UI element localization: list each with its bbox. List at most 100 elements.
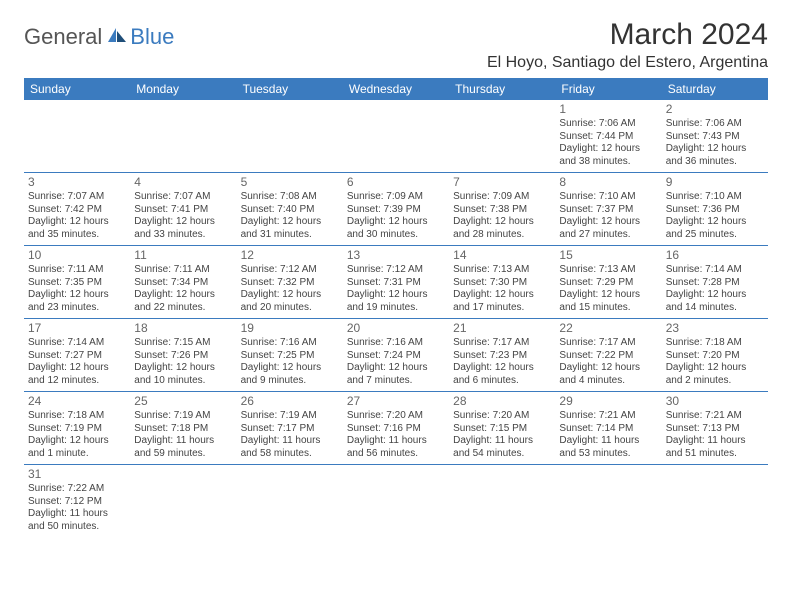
day-cell: 2Sunrise: 7:06 AMSunset: 7:43 PMDaylight… [662, 100, 768, 172]
day-cell: 13Sunrise: 7:12 AMSunset: 7:31 PMDayligh… [343, 246, 449, 318]
day-number: 7 [453, 175, 551, 190]
day-number: 11 [134, 248, 232, 263]
day-detail: Daylight: 12 hours [666, 362, 764, 375]
day-cell [237, 100, 343, 172]
day-detail: Daylight: 12 hours [453, 362, 551, 375]
title-block: March 2024 El Hoyo, Santiago del Estero,… [487, 18, 768, 72]
week-row: 1Sunrise: 7:06 AMSunset: 7:44 PMDaylight… [24, 100, 768, 173]
day-detail: Daylight: 11 hours [28, 508, 126, 521]
day-detail: Daylight: 12 hours [347, 216, 445, 229]
day-detail: and 7 minutes. [347, 375, 445, 388]
weekday-header: Wednesday [343, 78, 449, 100]
day-number: 26 [241, 394, 339, 409]
day-cell: 18Sunrise: 7:15 AMSunset: 7:26 PMDayligh… [130, 319, 236, 391]
day-detail: Daylight: 12 hours [347, 289, 445, 302]
day-detail: and 10 minutes. [134, 375, 232, 388]
day-detail: Daylight: 11 hours [453, 435, 551, 448]
day-cell: 30Sunrise: 7:21 AMSunset: 7:13 PMDayligh… [662, 392, 768, 464]
day-detail: Sunset: 7:44 PM [559, 131, 657, 144]
day-cell [237, 465, 343, 537]
day-cell: 8Sunrise: 7:10 AMSunset: 7:37 PMDaylight… [555, 173, 661, 245]
day-number: 13 [347, 248, 445, 263]
day-detail: and 1 minute. [28, 448, 126, 461]
day-detail: Sunset: 7:20 PM [666, 350, 764, 363]
day-cell [343, 100, 449, 172]
day-detail: Sunrise: 7:19 AM [134, 410, 232, 423]
day-detail: Sunset: 7:17 PM [241, 423, 339, 436]
day-detail: Sunrise: 7:14 AM [28, 337, 126, 350]
day-cell: 20Sunrise: 7:16 AMSunset: 7:24 PMDayligh… [343, 319, 449, 391]
day-detail: Sunrise: 7:19 AM [241, 410, 339, 423]
day-detail: Sunrise: 7:15 AM [134, 337, 232, 350]
day-detail: Sunrise: 7:17 AM [453, 337, 551, 350]
location: El Hoyo, Santiago del Estero, Argentina [487, 54, 768, 72]
day-detail: and 22 minutes. [134, 302, 232, 315]
day-number: 28 [453, 394, 551, 409]
day-detail: Sunrise: 7:21 AM [559, 410, 657, 423]
day-cell: 25Sunrise: 7:19 AMSunset: 7:18 PMDayligh… [130, 392, 236, 464]
day-number: 31 [28, 467, 126, 482]
day-cell: 26Sunrise: 7:19 AMSunset: 7:17 PMDayligh… [237, 392, 343, 464]
day-detail: Daylight: 12 hours [666, 216, 764, 229]
day-detail: Sunrise: 7:17 AM [559, 337, 657, 350]
header: General Blue March 2024 El Hoyo, Santiag… [24, 18, 768, 72]
day-number: 25 [134, 394, 232, 409]
day-detail: and 20 minutes. [241, 302, 339, 315]
day-cell: 14Sunrise: 7:13 AMSunset: 7:30 PMDayligh… [449, 246, 555, 318]
day-detail: Sunrise: 7:21 AM [666, 410, 764, 423]
day-detail: Sunrise: 7:10 AM [666, 191, 764, 204]
day-detail: and 12 minutes. [28, 375, 126, 388]
day-detail: and 17 minutes. [453, 302, 551, 315]
day-number: 3 [28, 175, 126, 190]
day-number: 4 [134, 175, 232, 190]
day-detail: Sunset: 7:35 PM [28, 277, 126, 290]
day-cell [449, 465, 555, 537]
day-number: 15 [559, 248, 657, 263]
day-detail: Daylight: 12 hours [666, 289, 764, 302]
day-detail: and 6 minutes. [453, 375, 551, 388]
day-detail: Sunrise: 7:16 AM [347, 337, 445, 350]
weekday-header: Monday [130, 78, 236, 100]
day-detail: Sunrise: 7:13 AM [453, 264, 551, 277]
day-number: 24 [28, 394, 126, 409]
day-detail: and 19 minutes. [347, 302, 445, 315]
day-detail: Sunset: 7:31 PM [347, 277, 445, 290]
day-number: 6 [347, 175, 445, 190]
day-cell: 19Sunrise: 7:16 AMSunset: 7:25 PMDayligh… [237, 319, 343, 391]
day-number: 22 [559, 321, 657, 336]
day-detail: and 31 minutes. [241, 229, 339, 242]
day-detail: Sunrise: 7:09 AM [347, 191, 445, 204]
day-detail: Sunset: 7:23 PM [453, 350, 551, 363]
day-cell [662, 465, 768, 537]
day-detail: and 38 minutes. [559, 156, 657, 169]
day-detail: Sunrise: 7:13 AM [559, 264, 657, 277]
day-detail: and 25 minutes. [666, 229, 764, 242]
day-detail: and 50 minutes. [28, 521, 126, 534]
day-detail: and 2 minutes. [666, 375, 764, 388]
day-detail: Daylight: 12 hours [559, 362, 657, 375]
day-number: 30 [666, 394, 764, 409]
calendar-body: 1Sunrise: 7:06 AMSunset: 7:44 PMDaylight… [24, 100, 768, 537]
day-detail: Sunset: 7:28 PM [666, 277, 764, 290]
day-detail: and 30 minutes. [347, 229, 445, 242]
day-number: 19 [241, 321, 339, 336]
day-detail: Daylight: 12 hours [241, 362, 339, 375]
day-detail: Daylight: 12 hours [134, 216, 232, 229]
day-cell: 17Sunrise: 7:14 AMSunset: 7:27 PMDayligh… [24, 319, 130, 391]
day-cell: 4Sunrise: 7:07 AMSunset: 7:41 PMDaylight… [130, 173, 236, 245]
day-number: 5 [241, 175, 339, 190]
weekday-header: Friday [555, 78, 661, 100]
day-detail: Sunrise: 7:14 AM [666, 264, 764, 277]
day-cell: 3Sunrise: 7:07 AMSunset: 7:42 PMDaylight… [24, 173, 130, 245]
day-detail: and 15 minutes. [559, 302, 657, 315]
logo-sail-icon [106, 26, 128, 49]
day-detail: Sunrise: 7:06 AM [666, 118, 764, 131]
day-detail: and 56 minutes. [347, 448, 445, 461]
day-detail: Daylight: 12 hours [134, 362, 232, 375]
day-detail: Sunrise: 7:11 AM [28, 264, 126, 277]
day-detail: Sunrise: 7:20 AM [453, 410, 551, 423]
week-row: 3Sunrise: 7:07 AMSunset: 7:42 PMDaylight… [24, 173, 768, 246]
day-number: 10 [28, 248, 126, 263]
weekday-header: Tuesday [237, 78, 343, 100]
day-detail: Sunrise: 7:06 AM [559, 118, 657, 131]
